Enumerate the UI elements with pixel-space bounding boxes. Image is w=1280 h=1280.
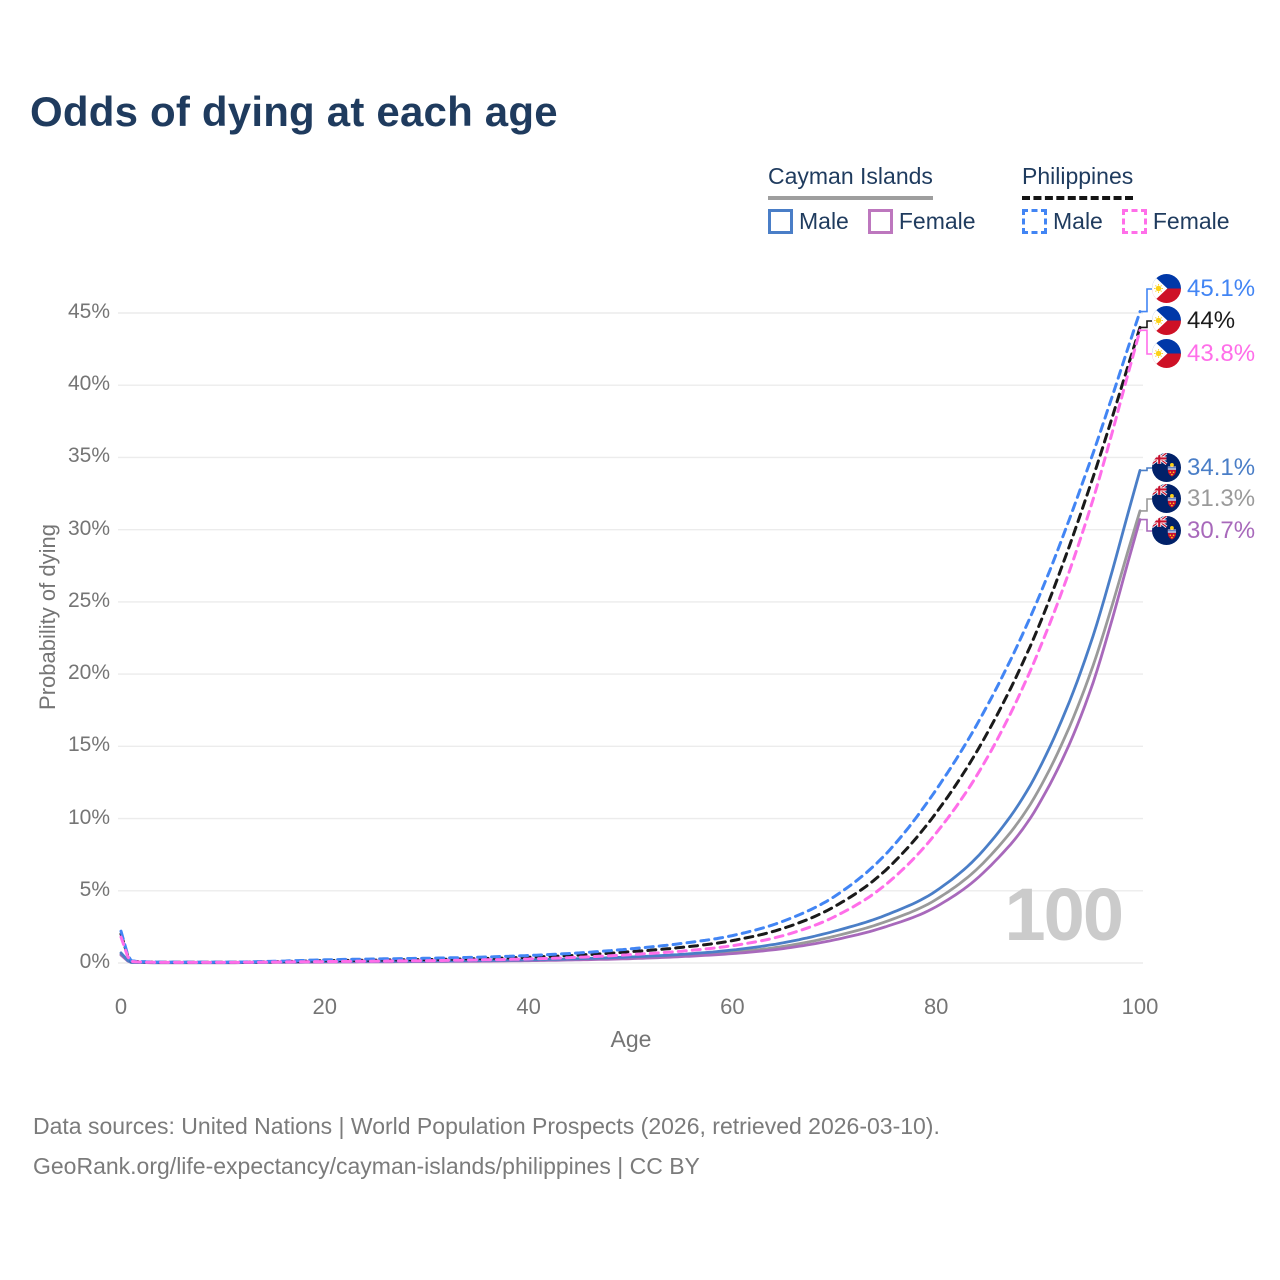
legend-group-title-philippines: Philippines (1022, 163, 1134, 200)
legend-label: Female (1152, 208, 1230, 234)
legend-item-cayman-male[interactable]: Male (768, 208, 849, 235)
end-label-leader-line (1140, 288, 1152, 313)
philippines-male-swatch-icon (1022, 209, 1047, 234)
end-value-label: 45.1% (1187, 274, 1256, 302)
legend-item-philippines-female[interactable]: Female (1121, 208, 1230, 235)
page-title: Odds of dying at each age (30, 88, 558, 135)
y-axis-title: Probability of dying (35, 524, 60, 710)
data-source-footer: Data sources: United Nations | World Pop… (33, 1106, 940, 1186)
x-tick-label: 20 (312, 994, 338, 1019)
philippines-flag-icon (1152, 274, 1181, 303)
end-label-leader-line (1140, 329, 1152, 355)
end-label-leader-line (1140, 467, 1152, 472)
y-tick-label: 20% (67, 661, 110, 685)
end-label-ph-both: 44% (1152, 306, 1235, 335)
legend-label: Female (898, 208, 976, 234)
footer-sources-line: Data sources: United Nations | World Pop… (33, 1113, 940, 1139)
x-tick-label: 0 (114, 994, 128, 1019)
end-label-leader-line (1140, 320, 1152, 329)
legend-label: Male (799, 208, 849, 234)
x-axis-title: Age (610, 1026, 652, 1052)
philippines-flag-icon (1152, 306, 1181, 335)
x-tick-label: 80 (923, 994, 949, 1019)
x-tick-label: 60 (720, 994, 745, 1019)
legend-item-philippines-male[interactable]: Male (1022, 208, 1103, 235)
end-label-ky-both: 31.3% (1152, 484, 1255, 513)
philippines-flag-icon (1152, 339, 1181, 368)
philippines-female-swatch-icon (1121, 209, 1147, 234)
y-tick-label: 25% (67, 588, 110, 612)
x-tick-label: 40 (516, 994, 541, 1019)
mortality-line-chart (118, 288, 1152, 965)
y-tick-label: 40% (67, 372, 110, 396)
y-tick-label: 0% (79, 950, 110, 973)
series-line-ph-both (119, 325, 1142, 964)
series-line-ph-male (119, 310, 1142, 964)
legend-group-title-cayman: Cayman Islands (768, 163, 933, 200)
y-tick-label: 15% (67, 733, 110, 757)
y-tick-label: 10% (67, 805, 110, 829)
legend-label: Male (1053, 208, 1103, 234)
end-label-leader-line (1140, 498, 1152, 512)
legend-item-cayman-female[interactable]: Female (867, 208, 976, 235)
cayman-islands-flag-icon (1152, 484, 1181, 513)
end-value-label: 44% (1187, 306, 1236, 334)
cayman-islands-flag-icon (1152, 453, 1181, 482)
x-tick-label: 100 (1121, 994, 1159, 1019)
end-label-ky-male: 34.1% (1152, 453, 1255, 482)
end-value-label: 31.3% (1187, 484, 1256, 512)
end-label-ph-male: 45.1% (1152, 274, 1255, 303)
series-line-ph-female (119, 328, 1142, 964)
cayman-islands-flag-icon (1152, 516, 1181, 545)
end-label-ph-female: 43.8% (1152, 339, 1255, 368)
footer-attribution-line: GeoRank.org/life-expectancy/cayman-islan… (33, 1153, 700, 1179)
age-counter-watermark: 100 (1004, 873, 1124, 956)
cayman-male-swatch-icon (768, 209, 793, 234)
cayman-female-swatch-icon (867, 209, 893, 234)
y-tick-label: 5% (79, 877, 110, 901)
end-value-label: 30.7% (1187, 516, 1256, 544)
y-tick-label: 45% (67, 300, 110, 323)
end-value-label: 43.8% (1187, 339, 1256, 367)
legend-group-philippines: Philippines Male Female (1022, 163, 1230, 235)
end-value-label: 34.1% (1187, 453, 1256, 481)
y-tick-label: 30% (67, 516, 110, 540)
end-label-leader-line (1140, 518, 1152, 532)
y-tick-label: 35% (67, 444, 110, 468)
legend-group-cayman-islands: Cayman Islands Male Female (768, 163, 976, 235)
end-label-ky-female: 30.7% (1152, 516, 1255, 545)
